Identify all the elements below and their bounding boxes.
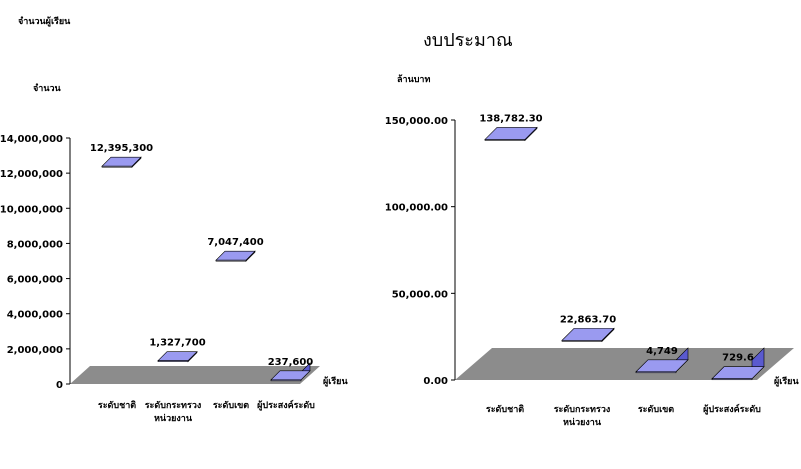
chart2-floor xyxy=(455,348,794,380)
chart1-data-label: 1,327,700 xyxy=(149,338,205,349)
chart2-bar xyxy=(635,347,689,374)
chart2-bar xyxy=(561,327,615,343)
chart1-category-label: ระดับชาติ xyxy=(98,400,136,411)
chart2-data-label: 729.6 xyxy=(722,353,754,364)
chart2-bar xyxy=(484,126,538,142)
chart2-y-tick-label: 150,000.00 xyxy=(385,116,448,127)
chart1-data-label: 237,600 xyxy=(268,357,314,368)
chart2-data-label: 138,782.30 xyxy=(479,113,542,124)
chart1-y-tick-label: 2,000,000 xyxy=(7,345,63,356)
chart1-y-tick-label: 0 xyxy=(56,380,63,391)
chart1-title: จำนวนผู้เรียน xyxy=(18,16,71,27)
chart1-xlabel: ผู้เรียน xyxy=(323,376,348,387)
chart2-category-label: หน่วยงาน xyxy=(563,417,602,428)
chart1-category-label: ผู้ประสงค์ระดับ xyxy=(257,399,315,411)
chart1-floor xyxy=(70,366,320,384)
chart2-ylabel: ล้านบาท xyxy=(397,74,430,85)
chart1-category-label: หน่วยงาน xyxy=(154,413,193,424)
chart2-data-label: 4,749 xyxy=(646,346,678,357)
chart1-y-tick-label: 10,000,000 xyxy=(0,204,63,215)
chart1-y-tick-label: 12,000,000 xyxy=(0,169,63,180)
chart2-y-tick-label: 0.00 xyxy=(423,376,448,387)
chart1-ylabel: จำนวน xyxy=(33,83,62,94)
chart2-bar xyxy=(711,347,765,381)
chart1-y-tick-label: 4,000,000 xyxy=(7,310,63,321)
chart1-y-tick-label: 8,000,000 xyxy=(7,239,63,250)
chart2-data-label: 22,863.70 xyxy=(560,314,616,325)
chart1-category-label: ระดับเขต xyxy=(213,400,249,411)
chart2-category-label: ระดับชาติ xyxy=(486,404,524,415)
chart2-y-tick-label: 100,000.00 xyxy=(385,203,448,214)
chart1-data-label: 12,395,300 xyxy=(90,143,153,154)
chart1-bar xyxy=(215,250,256,262)
chart1-category-label: ระดับกระทรวง xyxy=(145,400,202,411)
chart1-bar xyxy=(157,350,198,363)
chart2-category-label: ระดับกระทรวง xyxy=(554,404,611,415)
chart1-bar xyxy=(270,362,311,382)
chart2-title: งบประมาณ xyxy=(423,30,513,51)
chart1-y-tick-label: 6,000,000 xyxy=(7,275,63,286)
chart2-category-label: ระดับเขต xyxy=(638,404,674,415)
chart2-category-label: ผู้ประสงค์ระดับ xyxy=(703,403,761,415)
chart2-y-tick-label: 50,000.00 xyxy=(392,289,448,300)
chart1-bar xyxy=(101,156,142,168)
chart1-y-tick-label: 14,000,000 xyxy=(0,134,63,145)
chart1-data-label: 7,047,400 xyxy=(207,237,263,248)
chart2-xlabel: ผู้เรียน xyxy=(774,376,799,387)
